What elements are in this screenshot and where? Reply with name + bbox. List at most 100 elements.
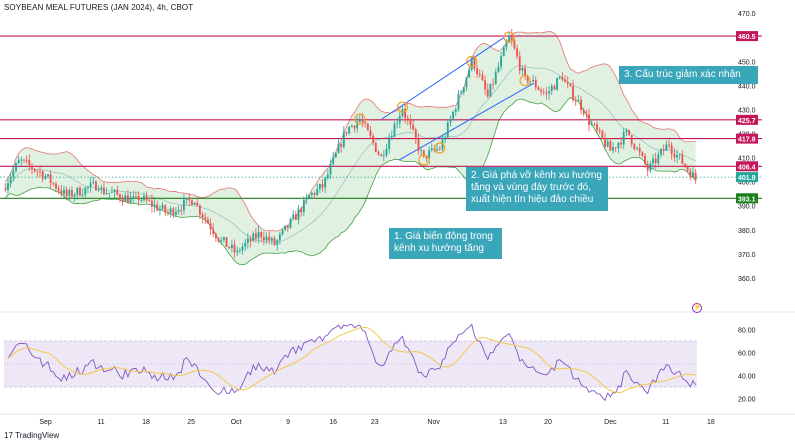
candle-body bbox=[108, 192, 111, 194]
candle bbox=[169, 206, 172, 218]
candle bbox=[662, 144, 665, 156]
candle bbox=[276, 238, 279, 251]
candle bbox=[569, 83, 572, 88]
annotation-line: xuất hiện tín hiệu đảo chiều bbox=[471, 194, 594, 205]
candle bbox=[374, 142, 377, 153]
candle-body bbox=[20, 159, 23, 161]
candle bbox=[252, 231, 255, 242]
candle-body bbox=[249, 238, 252, 242]
candle-body bbox=[190, 200, 193, 205]
price-level-label: 460.5 bbox=[738, 34, 756, 41]
candle-body bbox=[158, 208, 161, 211]
candle-body bbox=[313, 192, 316, 195]
price-level-label: 406.4 bbox=[738, 164, 756, 171]
candle-body bbox=[270, 238, 273, 241]
candle bbox=[119, 193, 121, 203]
candle bbox=[332, 151, 335, 166]
candle bbox=[406, 114, 409, 126]
candle-body bbox=[177, 209, 180, 212]
candle-body bbox=[596, 124, 598, 131]
candle bbox=[281, 229, 284, 237]
candle bbox=[150, 194, 153, 213]
candle-body bbox=[52, 182, 55, 184]
candle bbox=[470, 55, 473, 72]
candle bbox=[521, 65, 524, 76]
candle bbox=[297, 204, 300, 225]
candle-body bbox=[388, 138, 391, 149]
candle-body bbox=[417, 138, 420, 151]
candle bbox=[625, 128, 628, 137]
chart-title: SOYBEAN MEAL FUTURES (JAN 2024), 4h, CBO… bbox=[4, 3, 194, 12]
candle-body bbox=[486, 89, 489, 97]
candle bbox=[444, 133, 447, 144]
candle-body bbox=[95, 181, 97, 191]
candle bbox=[638, 143, 641, 157]
candle bbox=[524, 64, 527, 80]
swing-pivot-marker bbox=[354, 113, 366, 125]
candle-body bbox=[534, 80, 537, 88]
candle-body bbox=[668, 144, 670, 146]
candle bbox=[582, 108, 585, 117]
candle-body bbox=[294, 214, 297, 220]
candle-body bbox=[428, 150, 431, 159]
candle bbox=[81, 188, 84, 197]
candle-body bbox=[364, 122, 367, 124]
candle bbox=[204, 213, 207, 225]
price-axis-tick: 430.0 bbox=[738, 107, 756, 114]
annotation-line: 1. Giá biến động trong bbox=[394, 231, 493, 242]
alert-clock-icon[interactable]: ⚡ bbox=[692, 303, 702, 313]
candle bbox=[17, 155, 20, 164]
candle-body bbox=[526, 75, 529, 82]
candle bbox=[660, 148, 662, 158]
candle-body bbox=[580, 99, 582, 110]
candle-body bbox=[340, 143, 343, 147]
candle bbox=[278, 232, 281, 245]
candle-body bbox=[129, 197, 132, 203]
candle bbox=[622, 127, 625, 149]
rsi-band-fill bbox=[4, 341, 697, 387]
candle-body bbox=[444, 137, 447, 140]
candle bbox=[7, 178, 9, 194]
price-level-badge bbox=[736, 193, 758, 204]
candle bbox=[129, 191, 132, 203]
candle-body bbox=[377, 152, 380, 155]
candle-body bbox=[577, 99, 580, 101]
candle-body bbox=[406, 118, 409, 120]
candle-body bbox=[57, 188, 60, 191]
candle bbox=[174, 207, 177, 217]
candle-body bbox=[55, 183, 57, 189]
candle-body bbox=[212, 229, 215, 234]
candle bbox=[193, 202, 196, 206]
candle-body bbox=[676, 155, 678, 158]
candle bbox=[164, 204, 167, 217]
candle-body bbox=[17, 160, 20, 164]
candle-body bbox=[137, 196, 140, 201]
annotation-channel-break: 2. Giá phá vỡ kênh xu hướng tăng và vùng … bbox=[466, 167, 608, 211]
candle-body bbox=[233, 244, 236, 253]
candle-body bbox=[73, 194, 76, 197]
candle bbox=[452, 110, 455, 121]
candle-body bbox=[111, 192, 113, 193]
candle-body bbox=[633, 144, 636, 149]
candle-body bbox=[12, 170, 15, 178]
candle-body bbox=[297, 208, 300, 220]
candle bbox=[212, 223, 215, 238]
candle bbox=[612, 142, 614, 154]
candle-body bbox=[185, 197, 188, 200]
candle-body bbox=[246, 238, 249, 243]
candle bbox=[513, 36, 516, 50]
candle-body bbox=[260, 232, 263, 238]
candle bbox=[334, 151, 337, 159]
candle bbox=[177, 205, 180, 215]
candle bbox=[537, 85, 540, 91]
candle-body bbox=[308, 194, 311, 198]
candle bbox=[63, 185, 65, 199]
bollinger-band-fill bbox=[5, 31, 696, 265]
candle-body bbox=[542, 91, 545, 93]
candle bbox=[257, 226, 260, 244]
candle bbox=[57, 185, 60, 195]
candle bbox=[516, 44, 519, 60]
candle bbox=[41, 169, 44, 183]
candle bbox=[486, 83, 489, 99]
candle bbox=[28, 154, 31, 171]
